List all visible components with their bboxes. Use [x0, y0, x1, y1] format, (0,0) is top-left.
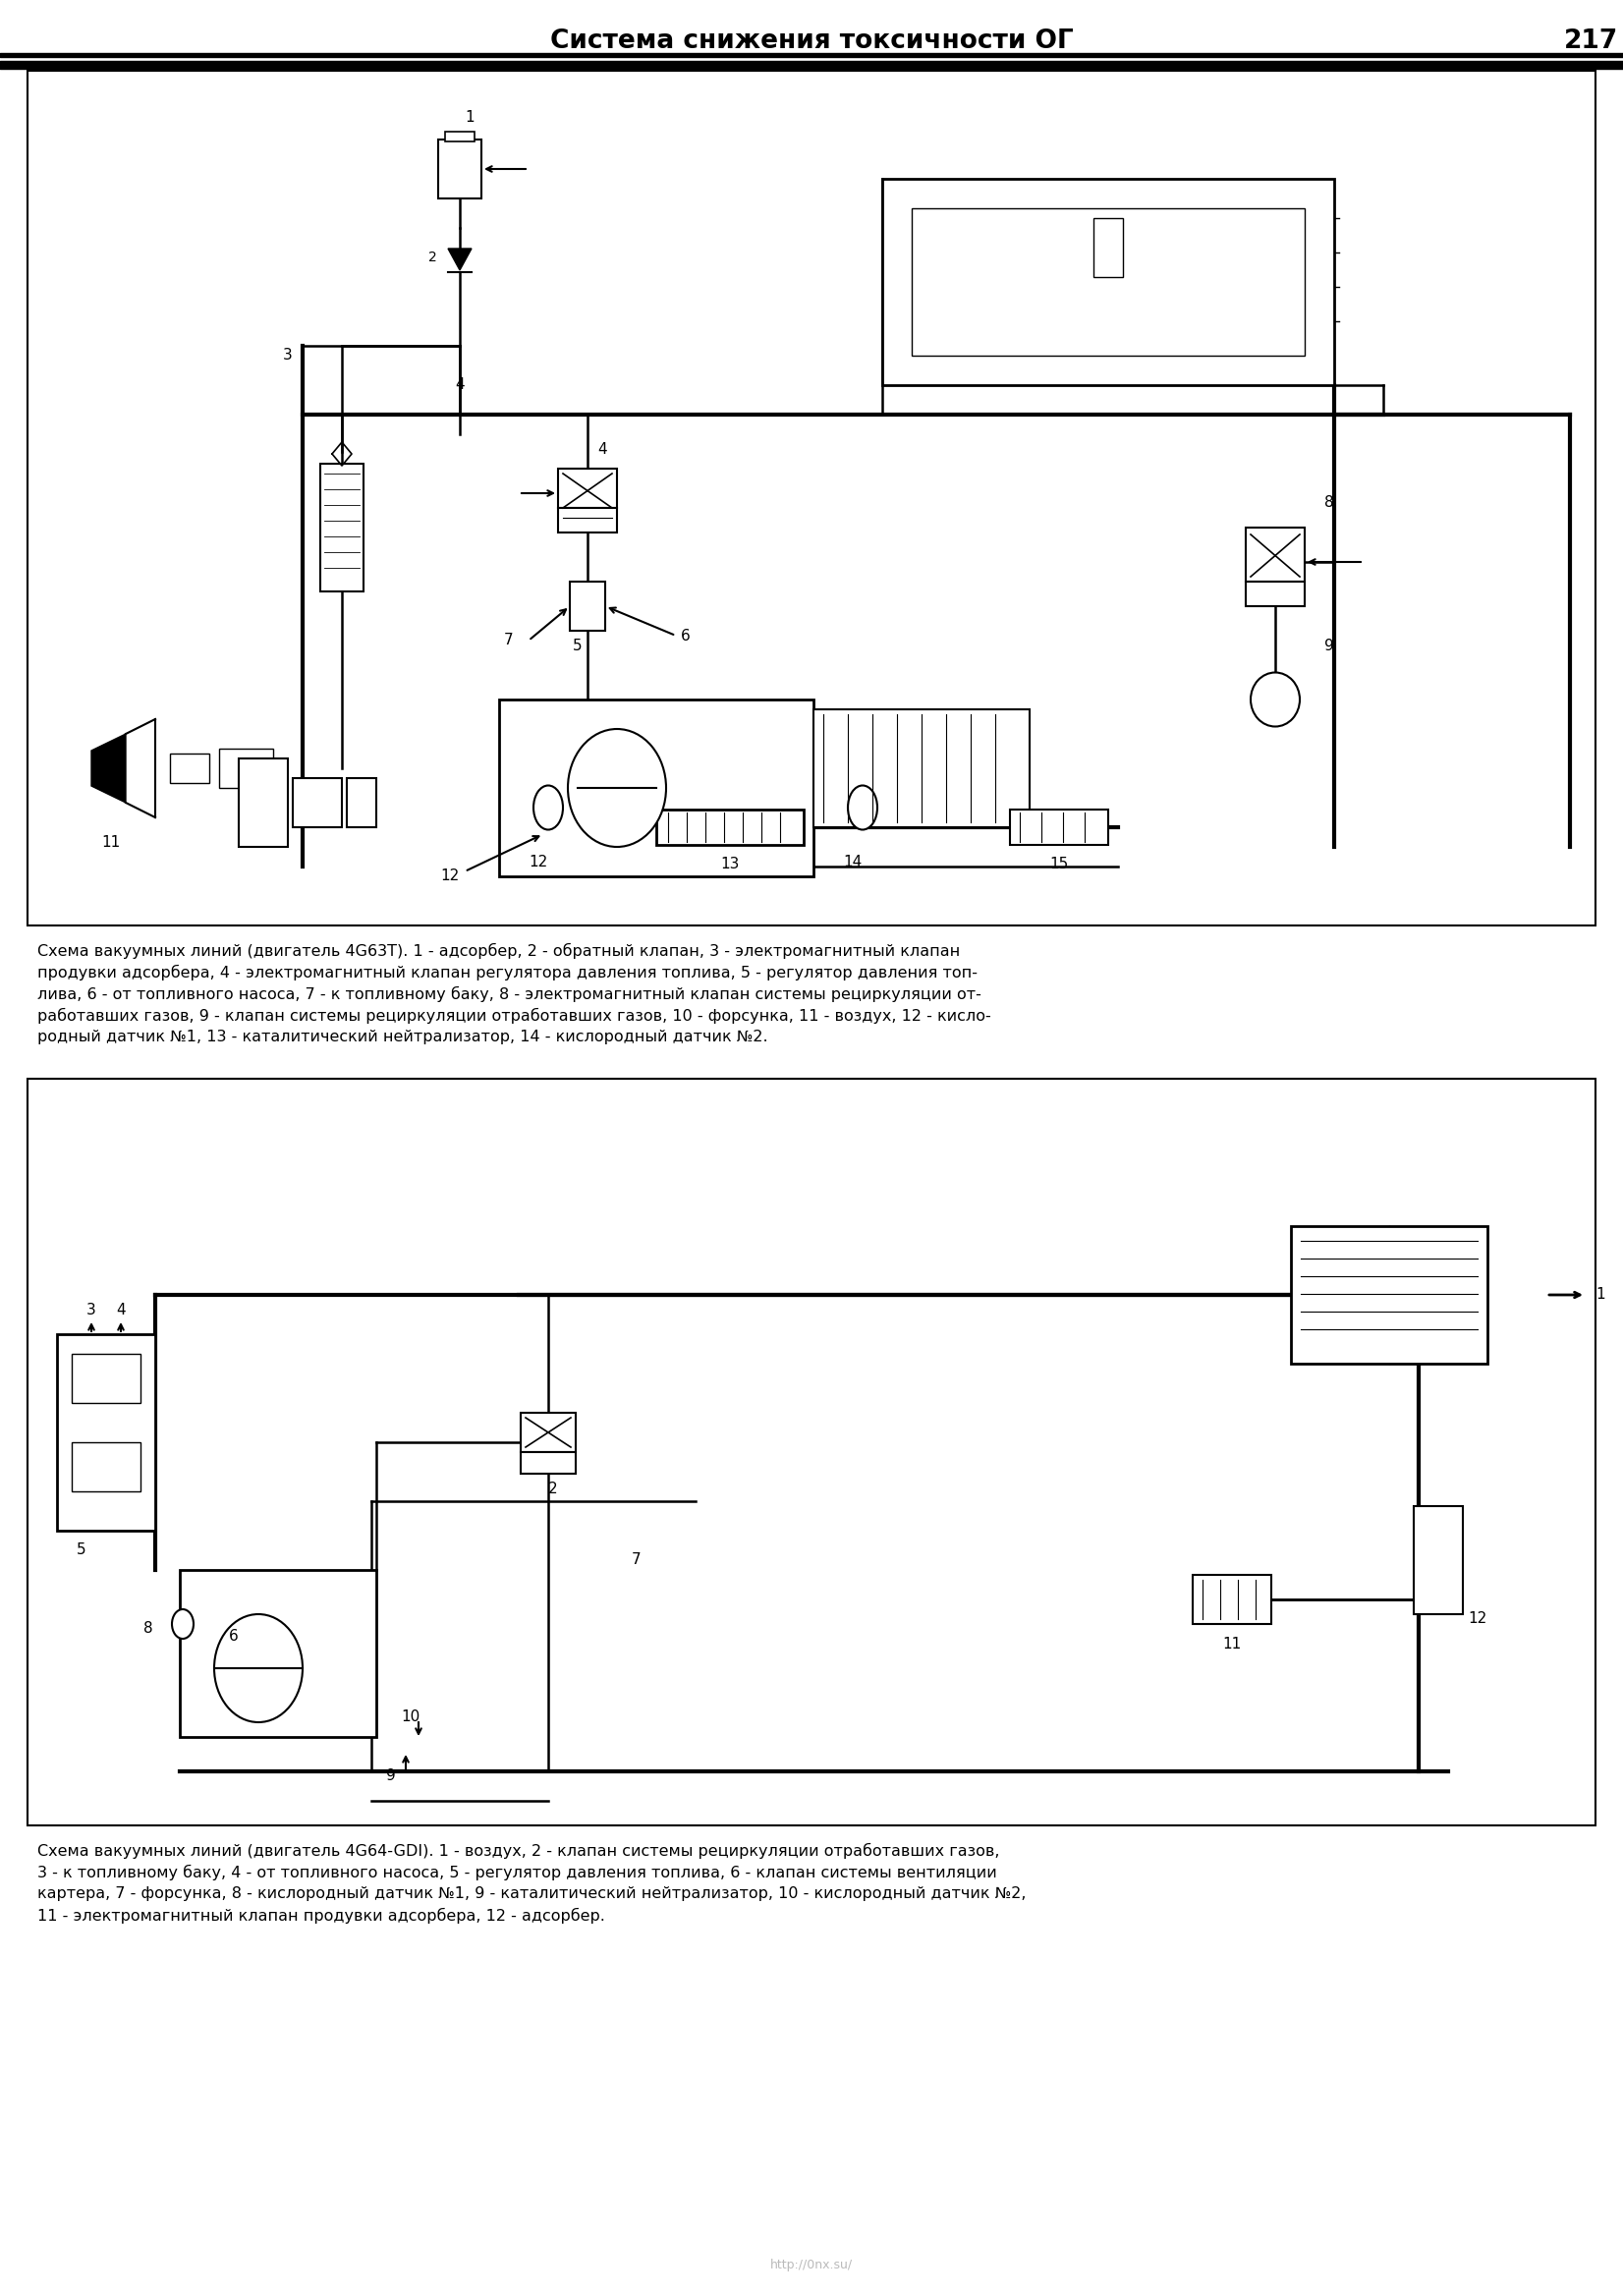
Text: 12: 12	[1469, 1612, 1487, 1626]
Bar	[1290, 1226, 1487, 1364]
Text: http://0nx.su/: http://0nx.su/	[771, 2259, 852, 2271]
Text: 4: 4	[117, 1302, 125, 1318]
Text: 11: 11	[102, 836, 120, 850]
Text: работавших газов, 9 - клапан системы рециркуляции отработавших газов, 10 - форсу: работавших газов, 9 - клапан системы рец…	[37, 1008, 992, 1024]
Text: Система снижения токсичности ОГ: Система снижения токсичности ОГ	[550, 28, 1073, 55]
Text: 11: 11	[1222, 1637, 1242, 1651]
Bar	[570, 581, 605, 631]
Text: 3 - к топливному баку, 4 - от топливного насоса, 5 - регулятор давления топлива,: 3 - к топливному баку, 4 - от топливного…	[37, 1864, 997, 1880]
Bar	[521, 1412, 576, 1451]
Text: 217: 217	[1565, 28, 1618, 55]
Bar	[445, 131, 474, 142]
Text: 4: 4	[597, 441, 607, 457]
Text: 12: 12	[529, 854, 549, 868]
Polygon shape	[91, 735, 125, 804]
Bar	[912, 209, 1305, 356]
Bar	[71, 1355, 141, 1403]
Bar	[28, 1079, 1595, 1825]
Bar	[883, 179, 1334, 386]
Text: картера, 7 - форсунка, 8 - кислородный датчик №1, 9 - каталитический нейтрализат: картера, 7 - форсунка, 8 - кислородный д…	[37, 1887, 1026, 1901]
Bar	[1094, 218, 1123, 278]
Bar	[239, 758, 287, 847]
Bar	[219, 748, 273, 788]
Text: Схема вакуумных линий (двигатель 4G63T). 1 - адсорбер, 2 - обратный клапан, 3 - : Схема вакуумных линий (двигатель 4G63T).…	[37, 944, 961, 960]
Bar	[656, 810, 803, 845]
Text: продувки адсорбера, 4 - электромагнитный клапан регулятора давления топлива, 5 -: продувки адсорбера, 4 - электромагнитный…	[37, 964, 977, 980]
Text: родный датчик №1, 13 - каталитический нейтрализатор, 14 - кислородный датчик №2.: родный датчик №1, 13 - каталитический не…	[37, 1029, 768, 1045]
Bar	[1246, 528, 1305, 581]
Bar	[28, 71, 1595, 925]
Bar	[521, 1451, 576, 1474]
Polygon shape	[448, 248, 472, 271]
Bar	[71, 1442, 141, 1492]
Text: 7: 7	[505, 634, 513, 647]
Text: 15: 15	[1050, 856, 1068, 872]
Bar	[292, 778, 342, 827]
Ellipse shape	[534, 785, 563, 829]
Text: 9: 9	[1324, 638, 1334, 652]
Bar	[500, 700, 813, 877]
Text: 2: 2	[428, 250, 437, 264]
Text: 9: 9	[386, 1768, 396, 1784]
Bar	[57, 1334, 156, 1531]
Text: лива, 6 - от топливного насоса, 7 - к топливному баку, 8 - электромагнитный клап: лива, 6 - от топливного насоса, 7 - к то…	[37, 987, 982, 1003]
Bar	[1246, 581, 1305, 606]
Text: 10: 10	[401, 1711, 420, 1724]
Ellipse shape	[847, 785, 878, 829]
Text: 5: 5	[76, 1543, 86, 1557]
Text: 12: 12	[440, 868, 459, 884]
Ellipse shape	[1251, 673, 1300, 726]
Bar	[320, 464, 364, 592]
Bar	[558, 468, 617, 507]
Text: 2: 2	[549, 1481, 558, 1497]
Text: 8: 8	[143, 1621, 153, 1637]
Text: 8: 8	[1324, 496, 1334, 510]
Bar	[180, 1570, 377, 1738]
Ellipse shape	[214, 1614, 302, 1722]
Text: 4: 4	[454, 379, 464, 393]
Text: 1: 1	[1595, 1288, 1605, 1302]
Text: Схема вакуумных линий (двигатель 4G64-GDI). 1 - воздух, 2 - клапан системы рецир: Схема вакуумных линий (двигатель 4G64-GD…	[37, 1844, 1000, 1860]
Text: 6: 6	[229, 1630, 239, 1644]
Bar	[813, 709, 1029, 827]
Text: 5: 5	[573, 638, 583, 652]
Text: 6: 6	[682, 629, 690, 643]
Bar	[170, 753, 209, 783]
Text: 11 - электромагнитный клапан продувки адсорбера, 12 - адсорбер.: 11 - электромагнитный клапан продувки ад…	[37, 1908, 605, 1924]
Text: 7: 7	[631, 1552, 641, 1568]
Bar	[1193, 1575, 1271, 1623]
Ellipse shape	[172, 1609, 193, 1639]
Bar	[438, 140, 482, 197]
Bar	[347, 778, 377, 827]
Bar	[1010, 810, 1109, 845]
Text: 3: 3	[282, 349, 292, 363]
Bar	[558, 507, 617, 533]
Text: 3: 3	[86, 1302, 96, 1318]
Ellipse shape	[568, 730, 665, 847]
Text: 1: 1	[464, 110, 474, 126]
Bar	[214, 1577, 243, 1621]
Bar	[1414, 1506, 1462, 1614]
Text: 14: 14	[844, 854, 862, 868]
Text: 13: 13	[721, 856, 740, 872]
